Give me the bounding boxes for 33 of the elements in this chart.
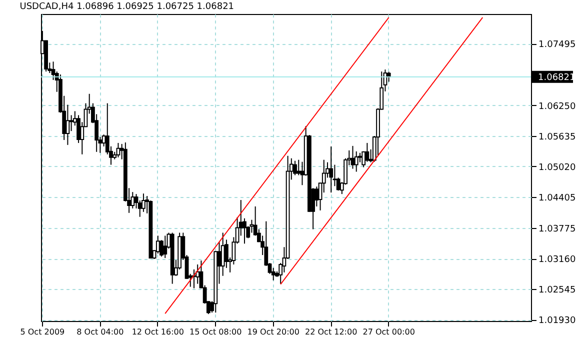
y-tick-label: 1.05635 xyxy=(538,132,576,142)
y-tick-label: 1.02545 xyxy=(538,286,576,296)
candlestick xyxy=(329,146,334,194)
candlestick xyxy=(296,159,301,176)
x-tick-label: 27 Oct 00:00 xyxy=(362,328,415,336)
y-tick-label: 1.06250 xyxy=(538,102,576,112)
y-tick-label: 1.01930 xyxy=(538,316,576,326)
y-tick-label: 1.05020 xyxy=(538,162,576,173)
candlestick xyxy=(156,235,160,254)
candlestick xyxy=(386,71,391,82)
y-tick-label: 1.03775 xyxy=(538,224,576,235)
candlestick xyxy=(163,235,168,259)
candlestick xyxy=(365,142,370,162)
candlestick xyxy=(160,240,164,258)
y-tick-label: 1.07495 xyxy=(538,40,576,50)
candlestick xyxy=(350,145,355,170)
candlestick xyxy=(116,142,120,158)
candlestick xyxy=(130,192,135,209)
x-tick-label: 22 Oct 12:00 xyxy=(305,328,358,336)
y-tick-label: 1.03160 xyxy=(538,255,576,266)
candlestick xyxy=(66,104,70,146)
chart-title: USDCAD,H4 1.06896 1.06925 1.06725 1.06821 xyxy=(20,2,234,12)
x-tick-label: 19 Oct 20:00 xyxy=(247,328,300,336)
x-tick-label: 5 Oct 2009 xyxy=(20,328,65,336)
candlestick xyxy=(271,267,276,281)
candlestick xyxy=(196,264,200,284)
x-tick-label: 12 Oct 16:00 xyxy=(132,328,184,336)
ref-line-label: 1.06821 xyxy=(538,72,576,83)
candlestick xyxy=(293,160,297,176)
x-tick-label: 15 Oct 08:00 xyxy=(190,328,242,336)
x-tick-label: 8 Oct 04:00 xyxy=(76,328,124,336)
candlestick xyxy=(69,114,74,132)
y-tick-label: 1.04405 xyxy=(538,193,576,204)
